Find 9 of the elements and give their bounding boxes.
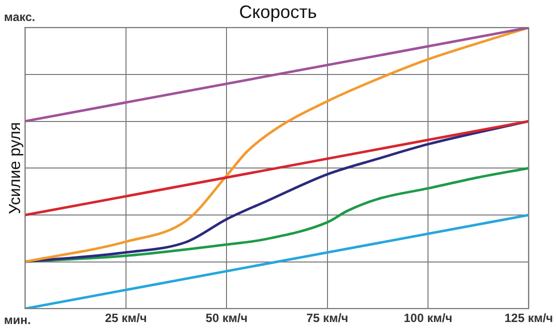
x-tick-label: 75 км/ч [306,311,348,326]
x-tick-label: 100 км/ч [404,311,452,326]
text: макс. [4,10,36,24]
y-axis-title: Усилие руля [7,122,24,214]
chart-title: Скорость [239,2,317,22]
x-tick-label: 50 км/ч [206,311,248,326]
text: мин. [4,312,31,327]
x-tick-label: 25 км/ч [104,311,147,326]
x-tick-label: 125 км/ч [504,311,554,326]
